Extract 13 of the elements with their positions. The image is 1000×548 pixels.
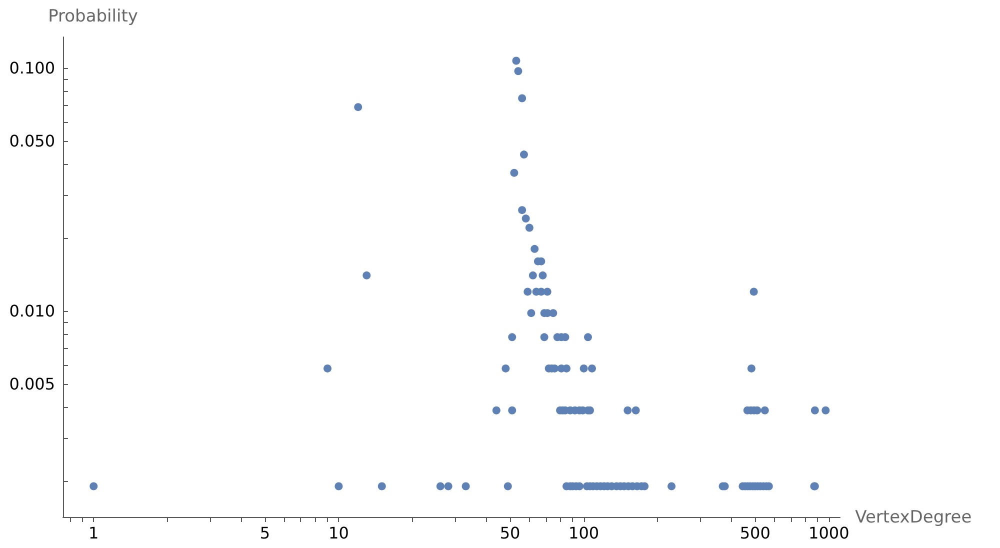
y-axis-title: Probability bbox=[48, 6, 138, 26]
y-tick-label: 0.100 bbox=[9, 58, 55, 78]
y-tick-label: 0.005 bbox=[9, 374, 55, 394]
x-tick-label: 500 bbox=[740, 524, 770, 542]
x-tick-label: 1 bbox=[88, 524, 99, 542]
x-tick-label: 50 bbox=[500, 524, 520, 542]
x-tick-label: 100 bbox=[568, 524, 600, 542]
y-tick-label: 0.050 bbox=[9, 132, 55, 151]
y-tick-label: 0.010 bbox=[9, 301, 55, 320]
x-tick-label: 10 bbox=[328, 524, 349, 542]
x-axis-title: VertexDegree bbox=[855, 508, 972, 528]
x-tick-label: 5 bbox=[260, 524, 270, 542]
x-tick-label: 1000 bbox=[808, 524, 850, 542]
